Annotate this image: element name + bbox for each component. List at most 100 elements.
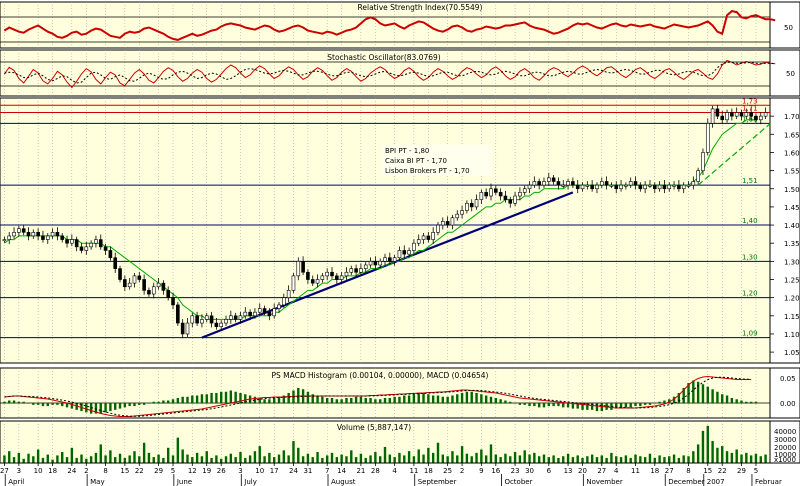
price-candle-body: [508, 199, 513, 204]
price-tick-label: 1.15: [784, 313, 800, 321]
volume-bar: [195, 452, 199, 463]
price-candle-body: [200, 319, 204, 324]
volume-bar: [70, 447, 74, 463]
price-candle-body: [45, 235, 50, 240]
price-level-label: 1,51: [742, 177, 758, 185]
price-candle-body: [503, 195, 508, 200]
x-axis-day-label: 2: [460, 467, 464, 475]
macd-histogram-bar: [658, 401, 661, 404]
volume-bar: [557, 457, 560, 463]
volume-bar: [128, 455, 131, 463]
price-candle-body: [667, 184, 672, 190]
x-axis-day-label: 27: [0, 467, 9, 475]
price-candle-body: [176, 304, 180, 324]
macd-histogram-bar: [147, 403, 151, 404]
price-candle-body: [349, 268, 354, 273]
price-candle-body: [518, 192, 522, 197]
volume-bar: [350, 450, 353, 463]
volume-bar: [176, 437, 180, 463]
price-candle-body: [624, 184, 628, 187]
macd-histogram-bar: [109, 403, 112, 412]
stoch-panel-background: [0, 49, 771, 97]
macd-histogram-bar: [99, 403, 102, 414]
volume-bar: [22, 458, 25, 463]
volume-bar: [12, 457, 16, 463]
volume-bar: [75, 457, 78, 463]
macd-histogram-bar: [494, 398, 498, 404]
price-candle-body: [113, 257, 118, 269]
macd-histogram-bar: [624, 403, 628, 408]
price-candle-body: [657, 184, 662, 190]
volume-bar: [316, 452, 319, 463]
volume-bar: [441, 454, 445, 463]
price-candle-body: [686, 184, 691, 187]
macd-histogram-bar: [374, 399, 377, 404]
price-candle-body: [489, 188, 493, 197]
macd-histogram-bar: [398, 396, 401, 404]
price-candle-body: [739, 112, 744, 117]
price-candle-body: [701, 152, 705, 171]
volume-bar: [672, 454, 676, 463]
macd-histogram-bar: [17, 401, 21, 404]
volume-bar: [186, 454, 189, 463]
macd-histogram-bar: [215, 393, 218, 404]
volume-bar: [3, 455, 6, 463]
volume-tick-label: 40000: [774, 428, 796, 436]
price-candle-body: [677, 184, 681, 190]
volume-bar: [576, 455, 579, 463]
volume-bar: [403, 455, 406, 463]
x-axis-day-label: 25: [443, 467, 452, 475]
macd-histogram-bar: [677, 393, 681, 404]
macd-histogram-bar: [85, 403, 88, 413]
price-annotation-box: [382, 145, 492, 176]
price-candle-body: [320, 275, 325, 280]
price-candle-body: [94, 239, 98, 244]
volume-bar: [668, 456, 671, 463]
volume-bar: [735, 449, 738, 463]
x-axis-day-label: 12: [188, 467, 197, 475]
volume-bar: [162, 457, 165, 463]
x-axis-day-label: 8: [103, 467, 107, 475]
macd-histogram-bar: [528, 403, 531, 407]
volume-bar: [17, 452, 21, 463]
price-candle-body: [469, 202, 474, 208]
macd-histogram-bar: [65, 403, 69, 408]
volume-bar: [504, 453, 507, 463]
macd-histogram-bar: [220, 391, 223, 404]
price-candle-body: [354, 268, 358, 273]
volume-bar: [32, 456, 35, 463]
volume-bar: [287, 455, 290, 463]
macd-histogram-bar: [547, 403, 550, 407]
macd-histogram-bar: [239, 393, 242, 404]
macd-histogram-bar: [89, 403, 93, 414]
price-candle-body: [286, 290, 291, 298]
x-axis-day-label: 24: [67, 467, 76, 475]
volume-bar: [480, 449, 483, 463]
price-candle-body: [272, 308, 276, 317]
volume-bar: [277, 454, 281, 463]
x-axis-day-label: 20: [578, 467, 587, 475]
volume-bar: [427, 447, 430, 463]
macd-histogram-bar: [412, 394, 416, 404]
macd-histogram-bar: [446, 396, 449, 404]
x-axis-day-label: 5: [754, 467, 758, 475]
volume-bar: [224, 456, 228, 463]
price-candle-body: [436, 224, 440, 233]
volume-bar: [581, 457, 584, 463]
macd-histogram-bar: [263, 399, 266, 404]
macd-histogram-bar: [484, 395, 488, 404]
price-candle-body: [571, 181, 575, 186]
macd-histogram-bar: [436, 395, 440, 404]
price-candle-body: [335, 275, 339, 280]
macd-histogram-bar: [605, 403, 608, 410]
volume-bar: [398, 452, 401, 463]
macd-histogram-bar: [272, 398, 276, 404]
macd-histogram-bar: [427, 394, 430, 404]
x-axis-day-label: 3: [17, 467, 21, 475]
price-candle-body: [238, 315, 243, 320]
price-candle-body: [734, 112, 739, 117]
macd-histogram-bar: [576, 403, 579, 409]
price-candle-body: [412, 242, 416, 251]
volume-bar: [61, 452, 64, 463]
price-candle-body: [749, 112, 753, 117]
